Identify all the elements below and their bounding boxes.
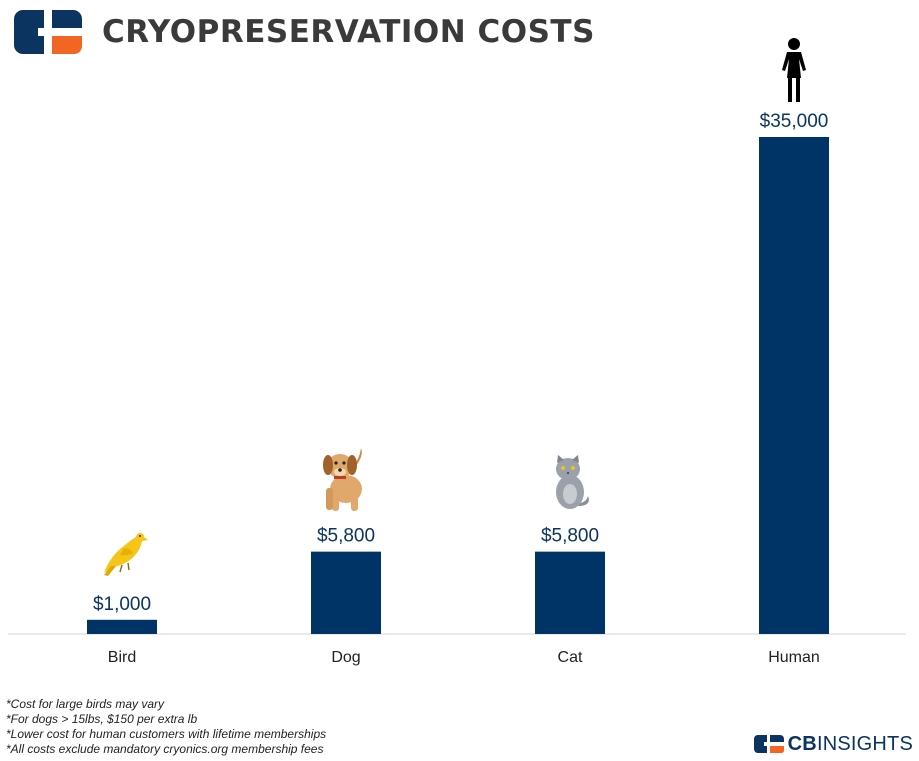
header: CRYOPRESERVATION COSTS — [14, 8, 595, 56]
footnote-humans: *Lower cost for human customers with lif… — [6, 727, 327, 741]
bar-bird — [87, 619, 157, 634]
value-label-dog: $5,800 — [317, 526, 375, 547]
footnote-fees: *All costs exclude mandatory cryonics.or… — [6, 742, 324, 756]
category-label-bird: Bird — [108, 649, 136, 666]
bird-icon — [104, 533, 148, 576]
cb-insights-brand: CBINSIGHTS — [753, 733, 913, 755]
category-label-cat: Cat — [558, 649, 583, 666]
brand-part-insights: INSIGHTS — [816, 733, 913, 755]
page-title: CRYOPRESERVATION COSTS — [102, 13, 595, 50]
cb-insights-logo — [14, 10, 82, 54]
dog-icon — [323, 448, 362, 511]
person-icon — [782, 38, 806, 102]
bar-human — [759, 137, 829, 634]
footnote-dogs: *For dogs > 15lbs, $150 per extra lb — [6, 712, 198, 726]
bar-dog — [311, 551, 381, 634]
value-label-human: $35,000 — [760, 111, 829, 132]
footnotes: *Cost for large birds may vary *For dogs… — [6, 697, 326, 757]
brand-part-cb: CB — [787, 733, 817, 755]
cb-insights-small-logo — [753, 735, 784, 753]
bar-cat — [535, 551, 605, 634]
footnote-birds: *Cost for large birds may vary — [6, 697, 165, 711]
value-label-cat: $5,800 — [541, 526, 599, 547]
value-label-bird: $1,000 — [93, 594, 151, 615]
category-label-human: Human — [768, 649, 820, 666]
category-label-dog: Dog — [331, 649, 360, 666]
brand-wordmark: CBINSIGHTS — [788, 734, 913, 754]
cat-icon — [556, 455, 589, 509]
